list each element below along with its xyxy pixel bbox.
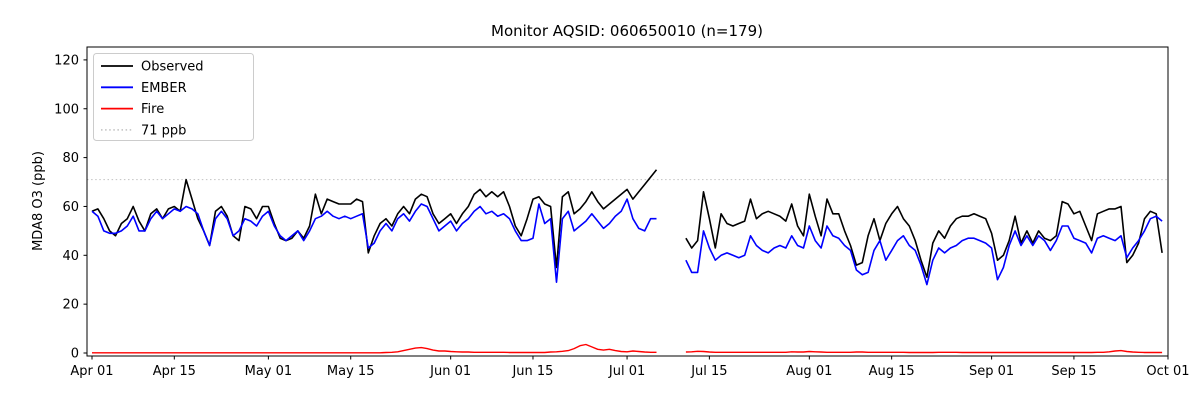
x-tick-label: May 15	[327, 364, 375, 379]
x-tick-label: Apr 01	[70, 364, 113, 379]
y-tick-label: 60	[62, 200, 79, 215]
plot-area	[87, 169, 1168, 354]
chart-title: Monitor AQSID: 060650010 (n=179)	[491, 22, 763, 40]
x-tick-label: Aug 01	[786, 364, 832, 379]
legend: Observed EMBER Fire 71 ppb	[93, 53, 254, 141]
series-line-ember	[91, 198, 1163, 286]
legend-entry-71-ppb: 71 ppb	[141, 123, 186, 138]
x-tick-label: Apr 15	[153, 364, 196, 379]
series-line-observed	[91, 169, 1163, 279]
y-tick-label: 0	[71, 347, 79, 362]
x-tick-label: Sep 15	[1051, 364, 1096, 379]
legend-entry-fire: Fire	[141, 102, 164, 117]
x-tick-label: Aug 15	[869, 364, 915, 379]
y-axis-label: MDA8 O3 (ppb)	[31, 151, 46, 251]
x-tick-label: Oct 01	[1146, 364, 1189, 379]
axes: 0 20 40 60 80 100 120 Apr 01 Apr 15 May 01 May 15 J…	[54, 53, 1189, 379]
legend-entry-observed: Observed	[141, 60, 204, 75]
y-tick-label: 80	[62, 151, 79, 166]
x-tick-label: Sep 01	[969, 364, 1014, 379]
x-tick-label: Jun 15	[511, 364, 553, 379]
legend-box	[93, 53, 254, 141]
y-tick-label: 40	[62, 249, 79, 264]
x-tick-label: Jul 15	[690, 364, 727, 379]
y-tick-label: 20	[62, 298, 79, 313]
x-tick-label: Jul 01	[608, 364, 645, 379]
series-line-fire	[92, 343, 1163, 354]
x-tick-label: May 01	[245, 364, 293, 379]
legend-entry-ember: EMBER	[141, 81, 187, 96]
y-tick-label: 100	[54, 102, 79, 117]
y-tick-label: 120	[54, 53, 79, 68]
x-tick-label: Jun 01	[429, 364, 471, 379]
